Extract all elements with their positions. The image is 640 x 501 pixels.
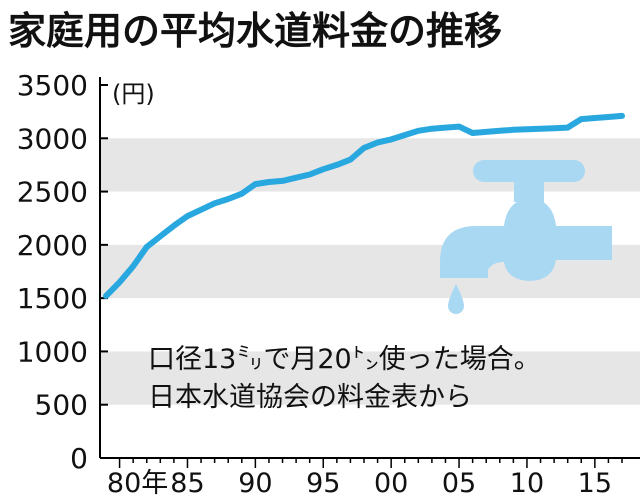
data-point — [173, 225, 175, 227]
x-tick-label: 90 — [238, 468, 272, 499]
data-point — [349, 159, 351, 161]
data-point — [159, 235, 161, 237]
y-tick-label: 1000 — [17, 335, 88, 368]
data-point — [526, 128, 528, 130]
data-point — [594, 117, 596, 119]
y-tick-label: 3000 — [17, 122, 88, 155]
data-point — [119, 281, 121, 283]
data-point — [200, 209, 202, 211]
chart-title: 家庭用の平均水道料金の推移 — [8, 9, 502, 53]
data-points — [105, 115, 623, 297]
data-point — [621, 115, 623, 117]
data-point — [268, 181, 270, 183]
data-point — [186, 215, 188, 217]
data-point — [322, 168, 324, 170]
x-tick-label: 15 — [578, 468, 612, 499]
y-tick-label: 3500 — [17, 69, 88, 102]
x-tick-label: 05 — [442, 468, 476, 499]
data-point — [241, 193, 243, 195]
data-point — [295, 177, 297, 179]
data-point — [567, 127, 569, 129]
y-axis-label: (円) — [112, 80, 155, 108]
data-point — [282, 180, 284, 182]
faucet-icon — [440, 160, 612, 314]
data-point — [499, 130, 501, 132]
data-point — [363, 147, 365, 149]
data-point — [390, 138, 392, 140]
x-tick-label: 10 — [510, 468, 544, 499]
data-point — [444, 127, 446, 129]
y-tick-label: 0 — [70, 442, 88, 475]
data-point — [404, 134, 406, 136]
data-point — [227, 198, 229, 200]
data-point — [254, 183, 256, 185]
x-tick-label: 85 — [170, 468, 204, 499]
data-point — [309, 174, 311, 176]
data-point — [472, 132, 474, 134]
y-tick-label: 2000 — [17, 229, 88, 262]
data-point — [458, 126, 460, 128]
y-tick-label: 2500 — [17, 176, 88, 209]
grid-band — [100, 351, 640, 405]
chart-axes — [99, 77, 640, 459]
x-axis-ticks: 80年 85 90 95 00 05 10 15 — [107, 458, 623, 499]
data-point — [132, 265, 134, 267]
data-point — [540, 128, 542, 130]
data-point — [377, 142, 379, 144]
data-point — [417, 130, 419, 132]
x-tick-label: 00 — [374, 468, 408, 499]
x-tick-label: 95 — [306, 468, 340, 499]
data-point — [336, 164, 338, 166]
data-point — [553, 127, 555, 129]
data-point — [105, 295, 107, 297]
note-line-1: 口径13㍉で月20㌧使った場合。 — [148, 344, 541, 375]
data-point — [580, 118, 582, 120]
y-tick-label: 500 — [35, 389, 88, 422]
data-point — [214, 202, 216, 204]
data-point — [607, 116, 609, 118]
data-point — [431, 128, 433, 130]
x-tick-label: 80年 — [107, 468, 168, 499]
data-point — [512, 129, 514, 131]
y-tick-label: 1500 — [17, 282, 88, 315]
data-point — [485, 131, 487, 133]
note-line-2: 日本水道協会の料金表から — [148, 382, 472, 413]
y-axis-ticks: 0 500 1000 1500 2000 2500 3000 3500 — [17, 69, 108, 475]
data-point — [146, 246, 148, 248]
